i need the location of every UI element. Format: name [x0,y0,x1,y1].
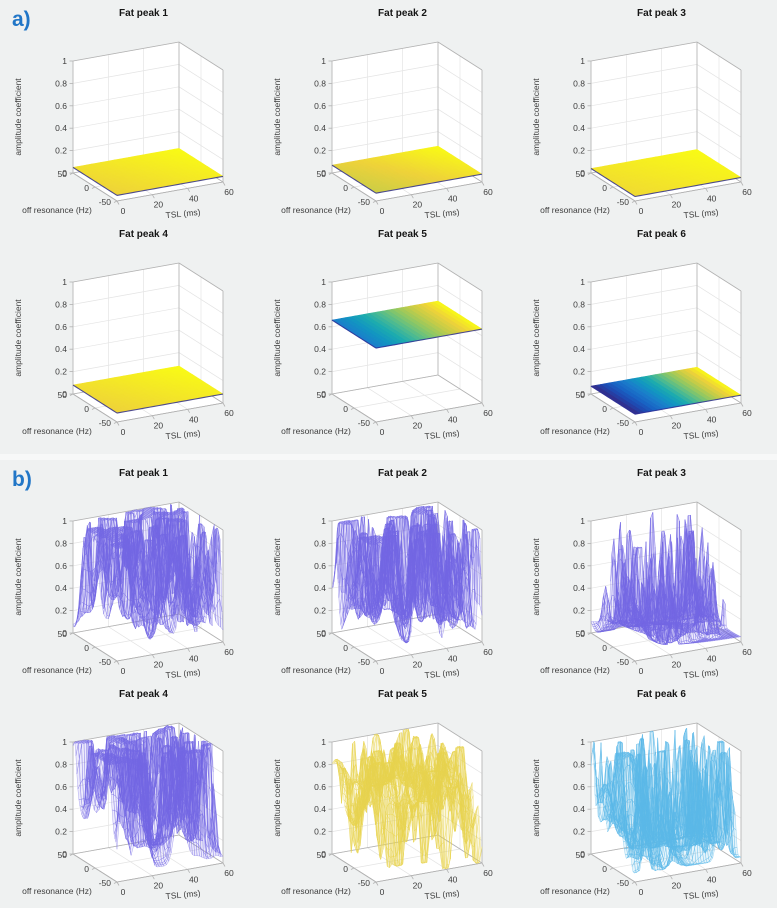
surface-plot-canvas [522,21,773,226]
surface-plot-canvas [522,242,773,447]
subplot-b-6: Fat peak 6 [518,687,777,908]
subplot-title: Fat peak 3 [637,468,686,479]
surface-plot-canvas [4,481,255,686]
subplot-a-5: Fat peak 5 [259,227,518,448]
panel-a: a) Fat peak 1 Fat peak 2 Fat peak 3 Fat pea… [0,6,777,448]
subplot-title: Fat peak 4 [119,229,168,240]
panel-b: b) Fat peak 1 Fat peak 2 Fat peak 3 Fat pea… [0,454,777,908]
subplot-title: Fat peak 2 [378,8,427,19]
subplot-b-5: Fat peak 5 [259,687,518,908]
subplot-a-1: Fat peak 1 [0,6,259,227]
surface-plot-canvas [522,702,773,907]
subplot-title: Fat peak 5 [378,229,427,240]
panel-a-grid: Fat peak 1 Fat peak 2 Fat peak 3 Fat peak 4… [0,6,777,448]
subplot-title: Fat peak 5 [378,689,427,700]
subplot-a-4: Fat peak 4 [0,227,259,448]
surface-plot-canvas [263,21,514,226]
subplot-title: Fat peak 6 [637,689,686,700]
surface-plot-canvas [263,242,514,447]
subplot-title: Fat peak 3 [637,8,686,19]
surface-plot-canvas [4,242,255,447]
subplot-a-3: Fat peak 3 [518,6,777,227]
subplot-a-2: Fat peak 2 [259,6,518,227]
subplot-b-4: Fat peak 4 [0,687,259,908]
subplot-b-1: Fat peak 1 [0,466,259,687]
surface-plot-canvas [263,481,514,686]
surface-plot-canvas [4,702,255,907]
subplot-title: Fat peak 2 [378,468,427,479]
panel-b-grid: Fat peak 1 Fat peak 2 Fat peak 3 Fat peak 4… [0,466,777,908]
surface-plot-canvas [263,702,514,907]
subplot-a-6: Fat peak 6 [518,227,777,448]
subplot-title: Fat peak 4 [119,689,168,700]
subplot-title: Fat peak 1 [119,468,168,479]
subplot-b-2: Fat peak 2 [259,466,518,687]
subplot-b-3: Fat peak 3 [518,466,777,687]
surface-plot-canvas [4,21,255,226]
subplot-title: Fat peak 6 [637,229,686,240]
surface-plot-canvas [522,481,773,686]
subplot-title: Fat peak 1 [119,8,168,19]
